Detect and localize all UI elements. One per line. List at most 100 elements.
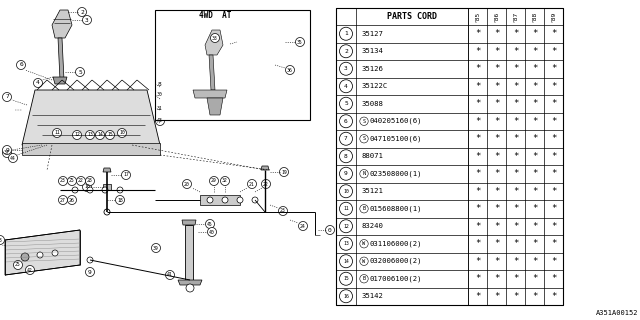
Text: *: * <box>513 222 518 231</box>
Circle shape <box>278 206 287 215</box>
Text: 26: 26 <box>69 197 75 203</box>
Circle shape <box>102 187 108 193</box>
Text: 32: 32 <box>222 179 228 183</box>
Text: 4: 4 <box>344 84 348 89</box>
Text: *: * <box>475 222 480 231</box>
Text: *: * <box>551 239 556 248</box>
Text: 35126: 35126 <box>361 66 383 72</box>
Circle shape <box>360 134 368 143</box>
Text: 15: 15 <box>107 132 113 138</box>
Text: 24: 24 <box>300 223 306 228</box>
Circle shape <box>67 177 77 186</box>
Text: *: * <box>551 64 556 73</box>
Circle shape <box>205 220 214 228</box>
Circle shape <box>298 221 307 230</box>
Circle shape <box>52 129 61 138</box>
Text: *: * <box>532 222 537 231</box>
Text: *: * <box>494 82 499 91</box>
Text: 6: 6 <box>344 119 348 124</box>
Circle shape <box>117 187 123 193</box>
Text: *: * <box>475 239 480 248</box>
Circle shape <box>122 171 131 180</box>
Text: *: * <box>532 204 537 213</box>
Text: 10: 10 <box>343 189 349 194</box>
Polygon shape <box>58 38 64 80</box>
Text: 35134: 35134 <box>361 48 383 54</box>
Circle shape <box>280 167 289 177</box>
Circle shape <box>104 209 110 215</box>
Text: 22: 22 <box>263 181 269 187</box>
Text: *: * <box>513 99 518 108</box>
Bar <box>185 225 193 280</box>
Text: 35127: 35127 <box>361 31 383 37</box>
Text: 21: 21 <box>249 181 255 187</box>
Text: 5: 5 <box>344 101 348 106</box>
Text: *: * <box>551 82 556 91</box>
Text: 4: 4 <box>36 81 40 85</box>
Circle shape <box>360 204 368 213</box>
Circle shape <box>77 177 86 186</box>
Text: *: * <box>551 134 556 143</box>
Polygon shape <box>261 166 269 170</box>
Circle shape <box>83 15 92 25</box>
Text: *: * <box>475 134 480 143</box>
Text: 45: 45 <box>207 221 213 227</box>
Text: 16: 16 <box>84 185 90 189</box>
Text: ’86: ’86 <box>494 11 499 22</box>
Text: *: * <box>532 239 537 248</box>
Text: *: * <box>475 117 480 126</box>
Circle shape <box>3 146 12 155</box>
Text: 8: 8 <box>344 154 348 159</box>
Circle shape <box>262 180 271 188</box>
Text: *: * <box>551 292 556 301</box>
Text: *: * <box>551 29 556 38</box>
Circle shape <box>58 177 67 186</box>
Circle shape <box>166 270 175 279</box>
Text: 0: 0 <box>328 228 332 233</box>
Text: *: * <box>532 117 537 126</box>
Text: 12: 12 <box>343 224 349 229</box>
Circle shape <box>115 196 125 204</box>
Text: *: * <box>513 82 518 91</box>
Text: 8: 8 <box>158 82 162 86</box>
Text: *: * <box>551 257 556 266</box>
Circle shape <box>360 240 368 248</box>
Circle shape <box>296 37 305 46</box>
Text: *: * <box>513 64 518 73</box>
Text: 41: 41 <box>167 273 173 277</box>
Text: N: N <box>362 171 365 176</box>
Text: 37: 37 <box>4 150 10 156</box>
Text: 16: 16 <box>343 294 349 299</box>
Circle shape <box>221 177 230 186</box>
Text: *: * <box>532 82 537 91</box>
Circle shape <box>72 131 81 140</box>
Text: 13: 13 <box>343 241 349 246</box>
Text: ’85: ’85 <box>475 11 480 22</box>
Circle shape <box>339 272 353 285</box>
Polygon shape <box>207 98 223 115</box>
Text: *: * <box>551 187 556 196</box>
Circle shape <box>21 253 29 261</box>
Circle shape <box>87 257 93 263</box>
Text: A351A00152: A351A00152 <box>595 310 638 316</box>
Text: *: * <box>551 274 556 283</box>
Text: 20: 20 <box>184 181 190 187</box>
Text: *: * <box>513 187 518 196</box>
Text: *: * <box>532 169 537 178</box>
Circle shape <box>360 257 368 266</box>
Text: *: * <box>551 47 556 56</box>
Polygon shape <box>53 77 67 84</box>
Text: 83240: 83240 <box>361 223 383 229</box>
Polygon shape <box>5 230 80 275</box>
Circle shape <box>339 115 353 128</box>
Text: *: * <box>532 64 537 73</box>
Circle shape <box>156 91 164 100</box>
Text: 88071: 88071 <box>361 153 383 159</box>
Text: *: * <box>475 274 480 283</box>
Circle shape <box>237 197 243 203</box>
Bar <box>155 10 310 120</box>
Circle shape <box>106 131 115 140</box>
Text: 23: 23 <box>60 179 66 183</box>
Text: 040205160(6): 040205160(6) <box>370 118 422 124</box>
Text: 22: 22 <box>78 179 84 183</box>
